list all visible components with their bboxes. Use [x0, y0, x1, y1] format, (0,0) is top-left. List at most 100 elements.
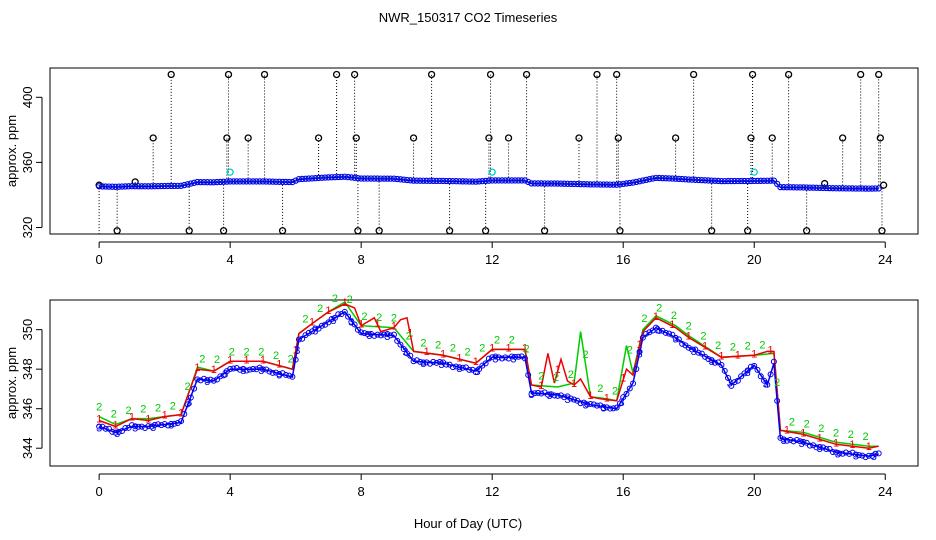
- series-3-marker: [587, 400, 594, 407]
- series-3-point-label: 3: [402, 347, 408, 359]
- series-3-marker: [603, 404, 610, 411]
- top-data-point: [351, 174, 358, 181]
- series-3-marker: [295, 336, 302, 343]
- series-2-point-label: 2: [671, 310, 677, 322]
- series-3-point-label: 3: [456, 363, 462, 375]
- raw-spike-point: [593, 70, 601, 79]
- series-1-point-label: 1: [178, 408, 184, 420]
- top-x-tick-label: 16: [616, 252, 630, 267]
- series-3-marker: [508, 353, 515, 360]
- raw-spike-point: [113, 227, 121, 235]
- series-3-point-label: 3: [655, 324, 661, 336]
- series-3-point-label: 3: [114, 428, 120, 440]
- raw-spike-point: [314, 134, 323, 142]
- top-data-point: [741, 177, 748, 185]
- top-data-point: [610, 181, 617, 188]
- series-3-marker: [544, 391, 551, 398]
- series-3-marker: [155, 421, 162, 428]
- top-data-point: [190, 179, 198, 186]
- top-data-point: [462, 178, 470, 185]
- top-data-point: [574, 180, 581, 188]
- series-3-marker: [797, 438, 804, 445]
- series-3-marker: [725, 374, 732, 381]
- top-data-point: [682, 176, 689, 183]
- top-data-point: [590, 181, 597, 188]
- series-3-point-label: 3: [204, 376, 210, 388]
- top-data-point: [233, 178, 240, 185]
- raw-spike-point: [352, 134, 360, 142]
- series-3-marker: [96, 423, 103, 430]
- series-3-marker: [433, 359, 440, 366]
- series-2-point-label: 2: [302, 314, 308, 326]
- top-data-point: [492, 177, 499, 184]
- series-2-point-label: 2: [347, 294, 353, 306]
- series-2-point-label: 2: [730, 342, 736, 354]
- series-1-point-label: 1: [735, 349, 741, 361]
- top-data-point: [852, 185, 859, 192]
- top-flagged-point: [226, 168, 234, 176]
- top-data-point: [803, 184, 810, 191]
- series-3-marker: [666, 330, 673, 337]
- series-3-marker: [571, 396, 578, 403]
- series-3-marker: [757, 373, 764, 380]
- top-data-point: [783, 184, 791, 191]
- top-data-point: [541, 180, 548, 187]
- top-data-point: [656, 174, 663, 182]
- series-1-point-label: 1: [424, 346, 430, 358]
- raw-spike-point: [540, 227, 549, 235]
- series-3-point-label: 3: [96, 422, 102, 434]
- raw-spike-point: [445, 227, 454, 235]
- series-3-marker: [806, 442, 813, 449]
- series-3-marker: [842, 449, 849, 456]
- series-3-marker: [459, 364, 466, 371]
- series-3-marker: [515, 353, 522, 360]
- series-2-point-label: 2: [818, 423, 824, 435]
- series-1-point-label: 1: [833, 437, 839, 449]
- raw-spike-point: [575, 134, 583, 142]
- top-data-point: [534, 180, 542, 187]
- top-data-point: [508, 177, 515, 184]
- series-3-marker: [607, 405, 614, 412]
- top-data-point: [122, 183, 129, 190]
- top-data-point: [511, 177, 519, 184]
- series-3-marker: [187, 394, 194, 401]
- top-data-point: [829, 185, 836, 192]
- series-3-marker: [639, 334, 646, 341]
- series-3-marker: [194, 376, 201, 383]
- top-data-point: [253, 178, 260, 185]
- series-2-point-label: 2: [597, 383, 603, 395]
- top-data-point: [109, 183, 116, 190]
- series-2-point-label: 2: [332, 293, 338, 305]
- series-3-point-label: 3: [222, 369, 228, 381]
- series-3-marker: [675, 336, 682, 343]
- top-data-point: [384, 175, 391, 182]
- top-data-point: [387, 175, 394, 182]
- series-3-marker: [525, 372, 532, 379]
- series-3-marker: [528, 391, 535, 398]
- top-x-tick-label: 12: [485, 252, 499, 267]
- series-3-point-label: 3: [564, 394, 570, 406]
- top-data-point: [318, 174, 326, 181]
- series-3-marker: [207, 376, 214, 383]
- series-3-marker: [250, 365, 257, 372]
- top-data-point: [584, 181, 591, 188]
- series-3-marker: [767, 371, 774, 378]
- top-data-point: [197, 178, 204, 186]
- series-3-point-label: 3: [600, 403, 606, 415]
- series-3-marker: [695, 349, 702, 356]
- top-data-point: [692, 176, 699, 183]
- series-3-marker: [102, 425, 109, 432]
- raw-spike-point: [481, 227, 490, 235]
- top-data-point: [240, 178, 247, 185]
- top-data-point: [453, 178, 460, 185]
- series-2-point-label: 2: [568, 369, 574, 381]
- top-data-point: [367, 175, 375, 182]
- top-data-point: [502, 177, 509, 184]
- series-3-marker: [364, 331, 371, 338]
- bottom-y-tick-label: 350: [20, 319, 35, 341]
- top-data-point: [659, 174, 666, 182]
- top-data-point: [338, 173, 345, 180]
- top-data-point: [577, 180, 584, 188]
- top-data-point: [865, 185, 873, 192]
